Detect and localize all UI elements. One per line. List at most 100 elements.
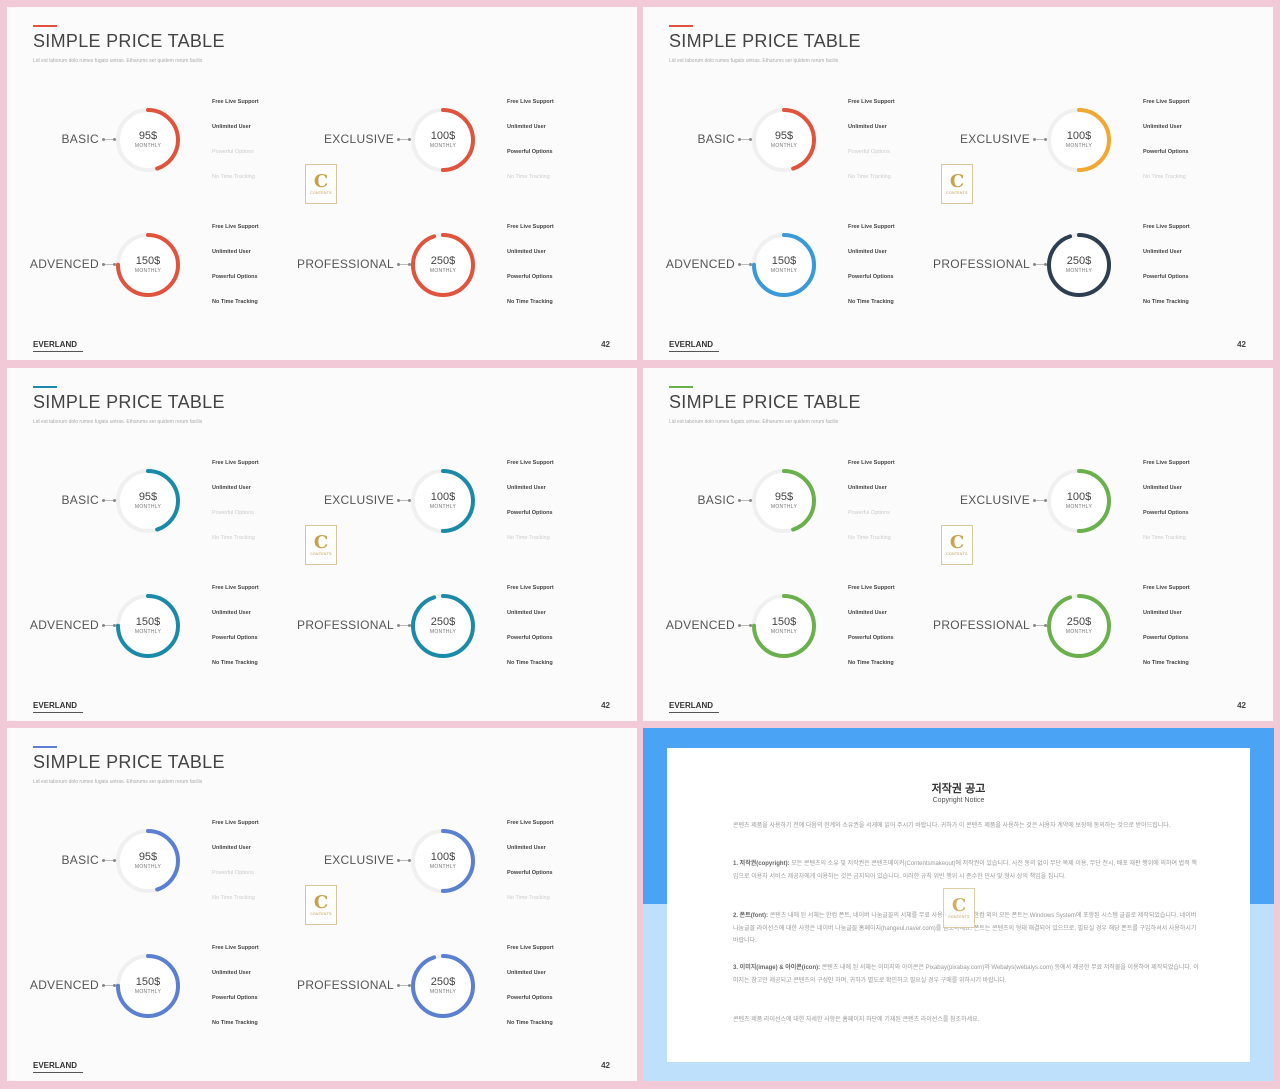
plan-feature: Powerful Options: [848, 635, 894, 641]
title-accent-line: [33, 746, 57, 748]
notice-paragraph-text: 모든 콘텐츠의 소유 및 저작권은 콘텐츠메이커(Contentsmakeout…: [733, 861, 1197, 880]
plan-feature: Unlimited User: [507, 970, 546, 976]
price-plan: PROFESSIONAL 250$ MONTHLY Free Live Suppor…: [933, 583, 1238, 683]
connector-dots: [738, 624, 752, 627]
connector-dots: [738, 138, 752, 141]
plan-feature: No Time Tracking: [507, 660, 553, 666]
notice-paragraph: 1. 저작권(copyright): 모든 콘텐츠의 소유 및 저작권은 콘텐츠…: [733, 858, 1199, 883]
plan-feature: Powerful Options: [507, 274, 553, 280]
logo-text: CONTENTS: [310, 191, 332, 195]
monthly-label: MONTHLY: [429, 864, 457, 870]
logo-text: CONTENTS: [946, 191, 968, 195]
plan-feature: Powerful Options: [1143, 149, 1189, 155]
price-plan: BASIC 95$ MONTHLY Free Live Support Unlimit…: [7, 818, 307, 918]
plan-feature: Free Live Support: [1143, 99, 1190, 105]
plan-feature: Unlimited User: [1143, 124, 1182, 130]
plan-feature: No Time Tracking: [507, 1020, 553, 1026]
price-plan: EXCLUSIVE 100$ MONTHLY Free Live Support Un…: [302, 97, 602, 197]
plan-feature: No Time Tracking: [212, 174, 255, 180]
page-number: 42: [601, 701, 610, 710]
plan-price: 250$: [1066, 616, 1092, 628]
notice-title: 저작권 공고: [931, 783, 986, 795]
plan-name: EXCLUSIVE: [323, 493, 394, 507]
connector-dots: [397, 138, 411, 141]
logo-text: CONTENTS: [946, 552, 968, 556]
brand-underline: [33, 1072, 83, 1073]
monthly-label: MONTHLY: [134, 629, 162, 635]
contents-logo: C CONTENTS: [941, 164, 973, 204]
monthly-label: MONTHLY: [1065, 268, 1093, 274]
plan-feature: Powerful Options: [507, 635, 553, 641]
price-plan: PROFESSIONAL 250$ MONTHLY Free Live Suppor…: [297, 943, 602, 1043]
plan-feature: Free Live Support: [212, 99, 259, 105]
connector-dots: [102, 263, 116, 266]
plan-feature: Free Live Support: [212, 945, 259, 951]
plan-feature: Unlimited User: [212, 485, 251, 491]
contents-logo: C CONTENTS: [941, 525, 973, 565]
contents-logo: C CONTENTS: [943, 888, 975, 928]
price-slide: SIMPLE PRICE TABLE Lid est laborum dolo r…: [643, 368, 1273, 721]
notice-paragraph-text: 콘텐츠 내에 된 서체는 이미지와 아이콘은 Pixabay(pixabay.c…: [733, 965, 1199, 984]
price-plan: EXCLUSIVE 100$ MONTHLY Free Live Support Un…: [302, 458, 602, 558]
price-plan: ADVENCED 150$ MONTHLY Free Live Support Unl…: [643, 583, 943, 683]
price-slide: SIMPLE PRICE TABLE Lid est laborum dolo r…: [7, 368, 637, 721]
connector-dots: [102, 984, 116, 987]
plan-feature: No Time Tracking: [507, 174, 550, 180]
connector-dots: [397, 263, 411, 266]
plan-feature: Free Live Support: [212, 585, 259, 591]
monthly-label: MONTHLY: [770, 143, 798, 149]
plan-feature: Unlimited User: [507, 485, 546, 491]
price-plan: BASIC 95$ MONTHLY Free Live Support Unlimit…: [7, 97, 307, 197]
plan-feature: No Time Tracking: [212, 660, 258, 666]
connector-dots: [1033, 499, 1047, 502]
logo-text: CONTENTS: [948, 915, 970, 919]
plan-price: 150$: [135, 255, 161, 267]
price-ring: [752, 594, 816, 658]
plan-name: PROFESSIONAL: [297, 618, 394, 632]
logo-letter: C: [949, 171, 965, 192]
notice-paragraph: 3. 이미지(image) & 아이콘(icon): 콘텐츠 내에 된 서체는 …: [733, 962, 1199, 987]
plan-feature: No Time Tracking: [212, 895, 255, 901]
plan-feature: Free Live Support: [848, 460, 895, 466]
price-ring: [116, 108, 180, 172]
notice-paragraph: 2. 폰트(font): 콘텐츠 내에 된 서체는 한컴 폰트, 네이버 나눔글…: [733, 910, 1199, 948]
plan-feature: Unlimited User: [212, 970, 251, 976]
plan-name: ADVENCED: [29, 257, 99, 271]
plan-price: 95$: [138, 851, 158, 863]
price-ring: [411, 954, 475, 1018]
plan-name: BASIC: [61, 132, 99, 146]
plan-name: BASIC: [697, 493, 735, 507]
monthly-label: MONTHLY: [770, 629, 798, 635]
slide-subtitle: Lid est laborum dolo rumes fugats untras…: [33, 419, 203, 425]
notice-paragraph-lead: 1. 저작권(copyright):: [733, 861, 790, 867]
notice-paragraph-lead: 2. 폰트(font):: [733, 913, 769, 919]
plan-feature: No Time Tracking: [1143, 174, 1186, 180]
connector-dots: [102, 499, 116, 502]
plan-feature: Powerful Options: [1143, 274, 1189, 280]
plan-feature: Free Live Support: [1143, 460, 1190, 466]
plan-price: 150$: [771, 616, 797, 628]
plan-feature: Powerful Options: [212, 995, 258, 1001]
connector-dots: [397, 624, 411, 627]
plan-feature: Powerful Options: [848, 149, 890, 155]
price-ring: [1047, 108, 1111, 172]
slide-title: SIMPLE PRICE TABLE: [669, 31, 861, 51]
plan-price: 95$: [774, 491, 794, 503]
logo-letter: C: [313, 892, 329, 913]
plan-name: EXCLUSIVE: [959, 493, 1030, 507]
page-number: 42: [601, 1061, 610, 1070]
plan-name: EXCLUSIVE: [323, 132, 394, 146]
plan-price: 250$: [430, 976, 456, 988]
price-ring: [116, 594, 180, 658]
plan-feature: Free Live Support: [848, 99, 895, 105]
price-plan: PROFESSIONAL 250$ MONTHLY Free Live Suppor…: [297, 222, 602, 322]
price-slide: SIMPLE PRICE TABLE Lid est laborum dolo r…: [7, 7, 637, 360]
monthly-label: MONTHLY: [134, 864, 162, 870]
slide-title: SIMPLE PRICE TABLE: [33, 392, 225, 412]
logo-letter: C: [951, 895, 967, 916]
plan-feature: No Time Tracking: [848, 535, 891, 541]
plan-name: ADVENCED: [665, 257, 735, 271]
plan-price: 100$: [430, 851, 456, 863]
price-ring: [116, 233, 180, 297]
plan-feature: Free Live Support: [848, 224, 895, 230]
